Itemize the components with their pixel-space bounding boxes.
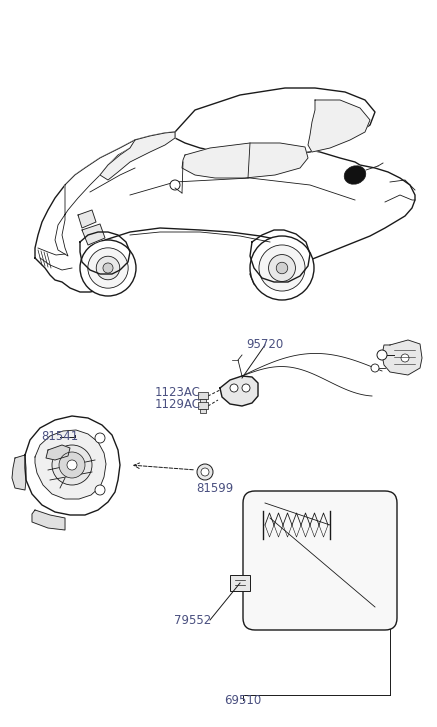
Bar [230, 575, 250, 591]
Circle shape [80, 240, 136, 296]
Circle shape [259, 245, 305, 291]
Text: 95720: 95720 [246, 339, 284, 351]
Text: 69510: 69510 [224, 694, 262, 707]
Circle shape [269, 254, 295, 281]
Polygon shape [175, 88, 375, 155]
Circle shape [377, 350, 387, 360]
Circle shape [197, 464, 213, 480]
Polygon shape [46, 445, 70, 460]
Circle shape [276, 262, 288, 274]
Polygon shape [182, 143, 308, 178]
Circle shape [59, 452, 85, 478]
Text: 81541: 81541 [42, 430, 79, 443]
Bar [198, 392, 208, 399]
Polygon shape [32, 510, 65, 530]
Circle shape [88, 248, 128, 288]
Circle shape [230, 384, 238, 392]
Circle shape [170, 180, 180, 190]
Circle shape [95, 485, 105, 495]
Polygon shape [220, 376, 258, 406]
Circle shape [201, 468, 209, 476]
Circle shape [95, 433, 105, 443]
Polygon shape [55, 140, 135, 256]
Text: 81599: 81599 [196, 481, 234, 494]
Polygon shape [35, 132, 415, 294]
Polygon shape [308, 100, 370, 152]
Polygon shape [100, 132, 175, 180]
Circle shape [250, 236, 314, 300]
Text: 1129AC: 1129AC [155, 398, 201, 411]
Circle shape [103, 263, 113, 273]
Polygon shape [382, 340, 422, 375]
Circle shape [371, 364, 379, 372]
Polygon shape [82, 224, 105, 245]
Bar [200, 399, 206, 403]
Circle shape [52, 445, 92, 485]
Ellipse shape [344, 166, 366, 184]
Polygon shape [78, 210, 96, 228]
Text: 79552: 79552 [174, 614, 212, 627]
Circle shape [67, 460, 77, 470]
Polygon shape [25, 416, 120, 515]
Circle shape [96, 256, 120, 280]
Circle shape [242, 384, 250, 392]
FancyBboxPatch shape [243, 491, 397, 630]
Polygon shape [35, 430, 106, 499]
Circle shape [401, 354, 409, 362]
Bar [198, 402, 208, 409]
Text: 1123AC: 1123AC [155, 387, 201, 400]
Polygon shape [12, 455, 26, 490]
Bar [200, 409, 206, 413]
